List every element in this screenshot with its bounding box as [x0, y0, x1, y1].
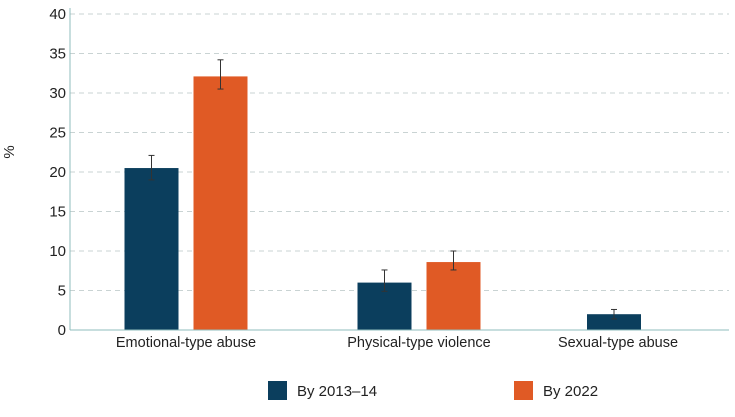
y-tick-label: 0 [58, 322, 66, 339]
grid-lines [70, 13, 729, 291]
y-tick-label: 25 [49, 125, 66, 142]
bar-series2-0 [193, 76, 248, 330]
y-tick-label: 10 [49, 243, 66, 260]
y-axis-label: % [1, 145, 18, 158]
bar-series1-2 [587, 314, 641, 330]
bar-series2-1 [426, 262, 481, 330]
x-category-label: Sexual-type abuse [558, 335, 678, 351]
legend-label: By 2013–14 [297, 383, 377, 400]
legend-swatch [268, 381, 287, 400]
y-tick-label: 5 [58, 283, 66, 300]
y-tick-label: 30 [49, 85, 66, 102]
x-category-label: Physical-type violence [347, 335, 490, 351]
y-tick-labels: 0 5 10 15 20 25 30 35 40 [49, 6, 66, 339]
legend: By 2013–14 By 2022 [268, 381, 598, 400]
y-tick-label: 35 [49, 46, 66, 63]
bar-series1-0 [124, 168, 179, 330]
y-tick-label: 20 [49, 164, 66, 181]
x-category-labels: Emotional-type abuse Physical-type violen… [116, 335, 678, 351]
legend-label: By 2022 [543, 383, 598, 400]
legend-swatch [514, 381, 533, 400]
y-tick-label: 40 [49, 6, 66, 23]
y-tick-label: 15 [49, 204, 66, 221]
error-bars [148, 59, 617, 320]
bars [124, 76, 641, 330]
x-category-label: Emotional-type abuse [116, 335, 256, 351]
